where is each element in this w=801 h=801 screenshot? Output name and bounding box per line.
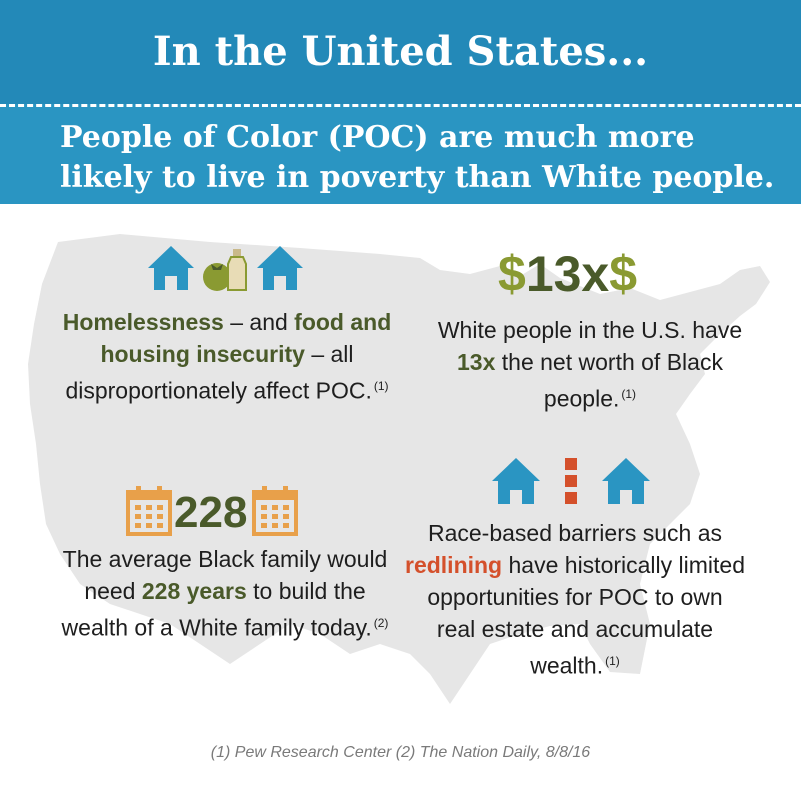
house-icon <box>148 246 194 290</box>
dashed-divider <box>0 104 801 107</box>
stat1-reference: (1) <box>373 379 389 393</box>
stat-redlining: Race-based barriers such as redlining ha… <box>405 517 745 682</box>
stat4-emphasis: redlining <box>405 552 503 578</box>
stat-net-worth: White people in the U.S. have 13x the ne… <box>420 314 760 415</box>
divider-icon <box>565 458 577 504</box>
house-icon <box>257 246 303 290</box>
header-top-band <box>0 0 801 104</box>
stat-wealth-gap-years: The average Black family would need 228 … <box>55 543 395 644</box>
calendar-icon <box>126 486 172 536</box>
house-icon <box>492 458 540 504</box>
stat3-emphasis: 228 years <box>141 578 247 604</box>
stat4-text-1: Race-based barriers such as <box>427 520 723 546</box>
stat4-reference: (1) <box>605 654 620 668</box>
stat1-text-2: – all disproportionately affect POC. <box>65 341 372 404</box>
stat1-text-1: – and <box>223 309 295 335</box>
us-map-silhouette <box>28 234 770 704</box>
calendar-icon <box>252 486 298 536</box>
dollar-icon-left: $ <box>498 246 526 302</box>
stat2-emphasis: 13x <box>457 349 496 375</box>
stat2-reference: (1) <box>621 387 637 401</box>
bottle-icon <box>227 249 247 291</box>
stat3-text-2: to build the wealth of a White family to… <box>61 578 372 641</box>
net-worth-headline: $13x$ <box>498 245 637 303</box>
stat4-text-2: have historically limited opportunities … <box>427 552 745 679</box>
stat2-text-1: White people in the U.S. have <box>437 317 743 343</box>
stat3-reference: (2) <box>373 616 389 630</box>
stat2-text-2: the net worth of Black people. <box>495 349 723 412</box>
stat3-text-1: The average Black family would need <box>62 546 388 604</box>
net-worth-value: 13x <box>525 246 610 302</box>
dollar-icon-right: $ <box>609 246 638 302</box>
house-icon <box>602 458 650 504</box>
page-subtitle: People of Color (POC) are much more like… <box>60 120 775 195</box>
stat1-emphasis-1: Homelessness <box>62 309 224 335</box>
years-value: 228 <box>174 488 248 537</box>
stat-homelessness: Homelessness – and food and housing inse… <box>42 306 412 407</box>
stat1-emphasis-2: food and housing insecurity <box>100 309 392 367</box>
header-banner: In the United States... People of Color … <box>0 0 801 204</box>
tomato-icon <box>203 263 231 291</box>
page-title: In the United States... <box>152 28 649 75</box>
sources-footer: (1) Pew Research Center (2) The Nation D… <box>210 744 591 761</box>
